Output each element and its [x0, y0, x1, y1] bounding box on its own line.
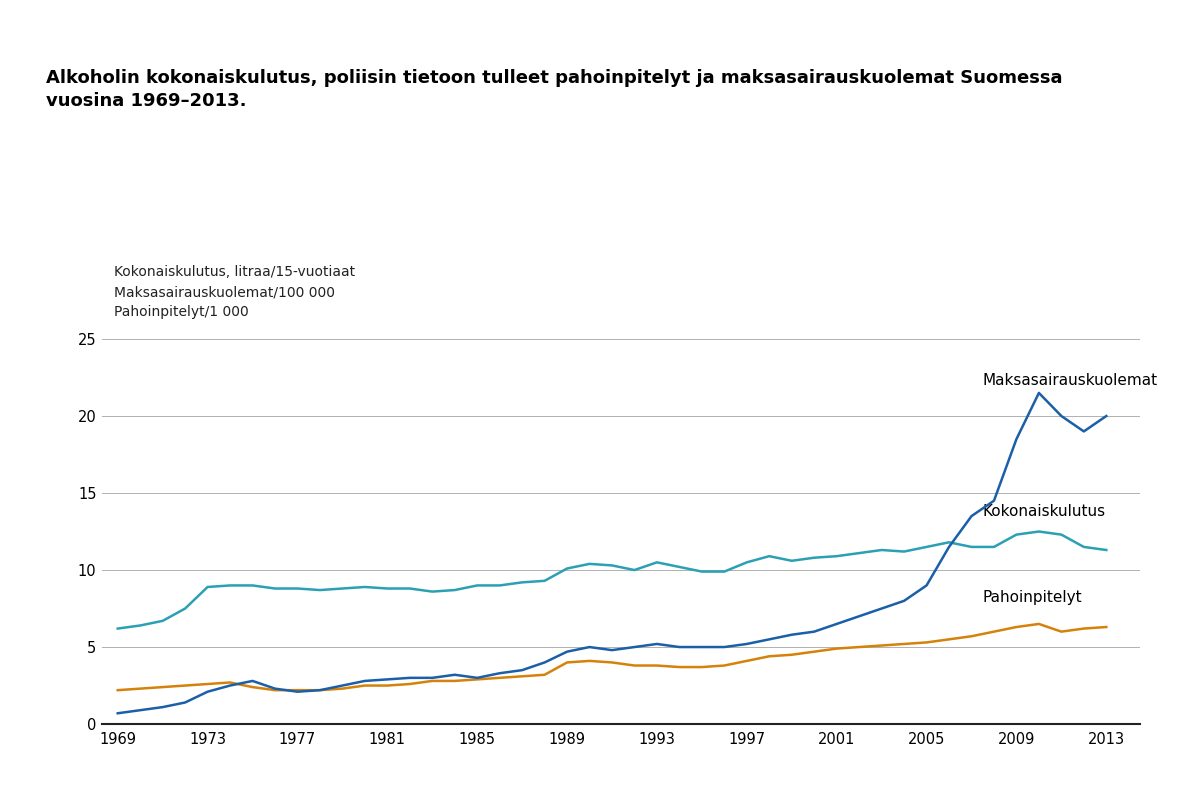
Text: Maksasairauskuolemat: Maksasairauskuolemat [983, 373, 1158, 388]
Text: Kokonaiskulutus, litraa/15-vuotiaat
Maksasairauskuolemat/100 000
Pahoinpitelyt/1: Kokonaiskulutus, litraa/15-vuotiaat Maks… [114, 265, 355, 320]
Text: KUVIO 3.: KUVIO 3. [14, 13, 97, 32]
Text: Kokonaiskulutus: Kokonaiskulutus [983, 504, 1106, 519]
Text: Alkoholin kokonaiskulutus, poliisin tietoon tulleet pahoinpitelyt ja maksasairau: Alkoholin kokonaiskulutus, poliisin tiet… [46, 69, 1062, 110]
Text: Pahoinpitelyt: Pahoinpitelyt [983, 591, 1082, 605]
